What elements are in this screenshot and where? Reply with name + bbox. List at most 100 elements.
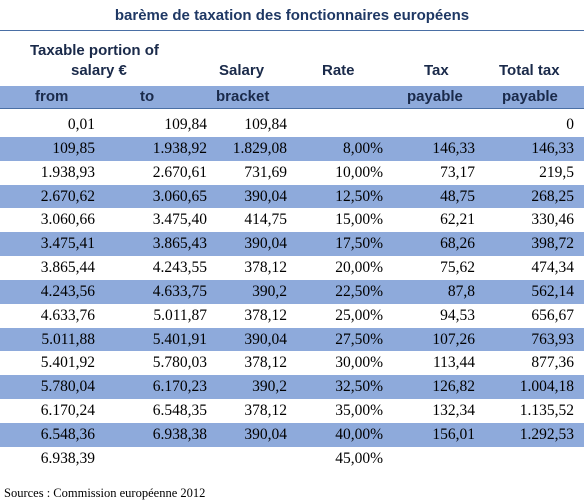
table-row: 4.243,56 4.633,75 390,2 22,50% 87,8 562,14 xyxy=(0,279,584,304)
cell-from: 4.243,56 xyxy=(40,282,95,300)
table-row: 4.633,76 5.011,87 378,12 25,00% 94,53 656,67 xyxy=(0,304,584,328)
cell-from: 6.938,39 xyxy=(40,449,95,467)
cell-to: 6.170,23 xyxy=(152,378,207,396)
header-total-payable: payable xyxy=(502,88,558,105)
cell-salary-bracket: 378,12 xyxy=(244,402,287,420)
cell-tax-payable: 48,75 xyxy=(440,187,475,205)
table-row: 5.401,92 5.780,03 378,12 30,00% 113,44 877,36 xyxy=(0,351,584,375)
header-bracket: bracket xyxy=(216,88,270,105)
cell-from: 6.548,36 xyxy=(40,425,95,443)
cell-to: 5.401,91 xyxy=(152,330,207,348)
cell-salary-bracket: 378,12 xyxy=(244,306,287,324)
cell-salary-bracket: 390,04 xyxy=(244,235,287,253)
cell-from: 5.011,88 xyxy=(41,330,95,348)
cell-to: 3.060,65 xyxy=(152,187,207,205)
cell-rate: 32,50% xyxy=(335,378,383,396)
cell-total-tax: 474,34 xyxy=(531,259,574,277)
cell-total-tax: 146,33 xyxy=(531,139,574,157)
cell-from: 0,01 xyxy=(67,116,95,133)
cell-total-tax: 268,25 xyxy=(531,187,574,205)
cell-total-tax: 219,5 xyxy=(539,163,574,181)
header-from: from xyxy=(35,88,69,105)
cell-to: 3.865,43 xyxy=(152,235,207,253)
header-salary: Salary xyxy=(219,62,265,79)
cell-from: 6.170,24 xyxy=(40,402,95,420)
table-row: 3.865,44 4.243,55 378,12 20,00% 75,62 474,34 xyxy=(0,256,584,280)
title-divider xyxy=(0,30,584,31)
header-total-tax: Total tax xyxy=(499,62,560,79)
cell-tax-payable: 113,44 xyxy=(432,354,475,372)
cell-total-tax: 877,36 xyxy=(531,354,574,372)
cell-tax-payable: 132,34 xyxy=(432,402,475,420)
cell-rate: 8,00% xyxy=(342,139,383,157)
cell-rate: 22,50% xyxy=(335,282,383,300)
cell-tax-payable: 75,62 xyxy=(440,259,475,277)
table-row: 3.475,41 3.865,43 390,04 17,50% 68,26 398,72 xyxy=(0,232,584,257)
table-row: 0,01 109,84 109,84 0 xyxy=(0,113,584,137)
cell-salary-bracket: 390,2 xyxy=(252,378,287,396)
cell-salary-bracket: 390,2 xyxy=(252,282,287,300)
cell-total-tax: 1.004,18 xyxy=(519,378,574,396)
cell-tax-payable: 126,82 xyxy=(432,378,475,396)
cell-to: 5.011,87 xyxy=(153,306,207,324)
cell-to: 109,84 xyxy=(164,116,207,133)
tax-table-body: 0,01 109,84 109,84 0 109,85 1.938,92 1.829,08 8… xyxy=(0,113,584,471)
cell-to xyxy=(95,447,207,471)
table-row: 6.548,36 6.938,38 390,04 40,00% 156,01 1.292,… xyxy=(0,422,584,447)
cell-to: 4.243,55 xyxy=(152,259,207,277)
cell-total-tax: 0 xyxy=(566,116,574,133)
header-rate: Rate xyxy=(322,62,355,79)
cell-salary-bracket: 390,04 xyxy=(244,187,287,205)
cell-to: 1.938,92 xyxy=(152,139,207,157)
cell-to: 5.780,03 xyxy=(152,354,207,372)
cell-to: 3.475,40 xyxy=(152,211,207,229)
cell-tax-payable: 94,53 xyxy=(440,306,475,324)
cell-total-tax: 656,67 xyxy=(531,306,574,324)
cell-from: 5.780,04 xyxy=(40,378,95,396)
source-note: Sources : Commission européenne 2012 xyxy=(4,486,206,500)
cell-rate: 15,00% xyxy=(335,211,383,229)
cell-salary-bracket: 414,75 xyxy=(244,211,287,229)
cell-tax-payable: 62,21 xyxy=(440,211,475,229)
cell-to: 6.548,35 xyxy=(152,402,207,420)
cell-from: 3.475,41 xyxy=(40,235,95,253)
cell-rate: 35,00% xyxy=(335,402,383,420)
cell-rate: 30,00% xyxy=(335,354,383,372)
cell-rate: 40,00% xyxy=(335,425,383,443)
cell-total-tax: 562,14 xyxy=(531,282,574,300)
table-row: 6.170,24 6.548,35 378,12 35,00% 132,34 1.135,… xyxy=(0,399,584,423)
header-salary-currency: salary € xyxy=(71,62,127,79)
cell-from: 2.670,62 xyxy=(40,187,95,205)
cell-salary-bracket: 109,84 xyxy=(244,116,287,133)
cell-rate: 25,00% xyxy=(335,306,383,324)
cell-rate: 10,00% xyxy=(335,163,383,181)
cell-tax-payable xyxy=(383,113,475,137)
table-row: 109,85 1.938,92 1.829,08 8,00% 146,33 146,33 xyxy=(0,136,584,161)
cell-salary-bracket: 390,04 xyxy=(244,425,287,443)
document-title: barème de taxation des fonctionnaires eu… xyxy=(114,7,470,24)
cell-rate: 17,50% xyxy=(335,235,383,253)
cell-to: 2.670,61 xyxy=(152,163,207,181)
header-tax-payable: payable xyxy=(407,88,463,105)
cell-tax-payable: 87,8 xyxy=(447,282,475,300)
header-divider xyxy=(0,108,584,109)
cell-from: 5.401,92 xyxy=(40,354,95,372)
cell-tax-payable: 146,33 xyxy=(432,139,475,157)
cell-salary-bracket: 731,69 xyxy=(244,163,287,181)
cell-tax-payable xyxy=(383,447,475,471)
cell-rate: 20,00% xyxy=(335,259,383,277)
cell-salary-bracket: 390,04 xyxy=(244,330,287,348)
header-to: to xyxy=(140,88,155,105)
cell-from: 4.633,76 xyxy=(40,306,95,324)
cell-tax-payable: 107,26 xyxy=(432,330,475,348)
cell-from: 3.865,44 xyxy=(40,259,95,277)
cell-rate xyxy=(287,113,383,137)
table-row: 5.011,88 5.401,91 390,04 27,50% 107,26 763,93 xyxy=(0,327,584,352)
header-tax: Tax xyxy=(424,62,449,79)
header-subrow-band xyxy=(0,86,584,108)
cell-tax-payable: 73,17 xyxy=(440,163,475,181)
cell-total-tax: 330,46 xyxy=(531,211,574,229)
cell-tax-payable: 68,26 xyxy=(440,235,475,253)
cell-tax-payable: 156,01 xyxy=(432,425,475,443)
cell-salary-bracket xyxy=(207,447,287,471)
